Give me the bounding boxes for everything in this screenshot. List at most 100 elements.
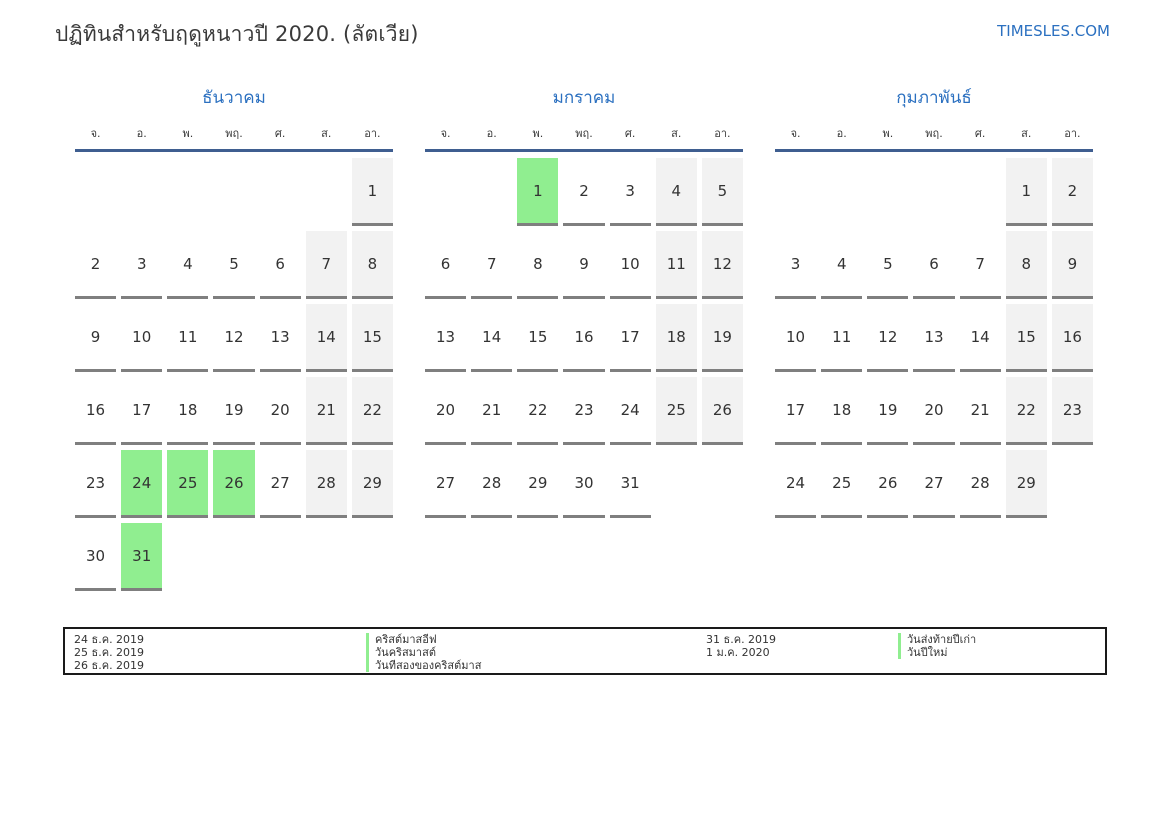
day-cell: 17: [121, 377, 163, 445]
weekday-header: จ. อ. พ. พฤ. ศ. ส. อา.: [775, 124, 1093, 152]
day-cell-empty: [260, 158, 301, 226]
weekday-header: จ. อ. พ. พฤ. ศ. ส. อา.: [75, 124, 393, 152]
day-cell: 4: [821, 231, 863, 299]
day-cell: 21: [959, 377, 1001, 445]
day-cell: 20: [425, 377, 467, 445]
day-cell: 12: [701, 231, 743, 299]
day-cell: 8: [1005, 231, 1047, 299]
weekday-label: จ.: [440, 127, 451, 140]
day-cell: 7: [959, 231, 1001, 299]
day-cell: 16: [1051, 304, 1093, 372]
weekday-label: พฤ.: [925, 127, 943, 140]
legend-holiday-name: วันที่สองของคริสต์มาส: [366, 659, 706, 672]
day-cell: 2: [1051, 158, 1093, 226]
weekday-label: พฤ.: [225, 127, 243, 140]
day-cell: 30: [563, 450, 605, 518]
day-cell: 24: [609, 377, 651, 445]
day-cell: 5: [213, 231, 255, 299]
day-cell: 27: [259, 450, 301, 518]
page-header: ปฏิทินสำหรับฤดูหนาวปี 2020. (ลัตเวีย) TI…: [55, 18, 1110, 51]
day-cell: 13: [425, 304, 467, 372]
day-cell: 22: [1005, 377, 1047, 445]
day-cell: 17: [775, 377, 817, 445]
day-cell: 9: [1051, 231, 1093, 299]
day-cell: 20: [913, 377, 955, 445]
weekday-label: อา.: [364, 127, 381, 140]
month-grid: 1 2 3 4 5 6 7 8 9 10 11 12 13 14 15 16 17 18 19 20 21 22 23 24 2…: [75, 158, 393, 591]
day-cell: 11: [821, 304, 863, 372]
day-cell: 27: [425, 450, 467, 518]
weekday-label: อา.: [714, 127, 731, 140]
day-cell: 29: [1005, 450, 1047, 518]
legend-date: 25 ธ.ค. 2019: [74, 646, 145, 659]
day-cell: 19: [213, 377, 255, 445]
legend-date: 1 ม.ค. 2020: [706, 646, 770, 659]
day-cell: 9: [563, 231, 605, 299]
day-cell-empty: [75, 158, 116, 226]
day-cell-empty: [913, 158, 954, 226]
day-cell: 19: [867, 377, 909, 445]
day-cell-empty: [1052, 450, 1093, 518]
day-cell: 20: [259, 377, 301, 445]
day-cell: 6: [425, 231, 467, 299]
day-cell: 3: [609, 158, 651, 226]
months-container: ธันวาคม จ. อ. พ. พฤ. ศ. ส. อา. 1 2 3 4 5 6 7 8 9 10 11 12…: [75, 84, 1093, 591]
day-cell-empty: [821, 158, 862, 226]
day-cell: 10: [775, 304, 817, 372]
day-cell: 29: [517, 450, 559, 518]
day-cell: 25: [821, 450, 863, 518]
day-cell: 28: [959, 450, 1001, 518]
day-cell: 8: [517, 231, 559, 299]
day-cell: 16: [75, 377, 117, 445]
day-cell: 6: [259, 231, 301, 299]
weekday-label: อ.: [136, 127, 147, 140]
day-cell: 9: [75, 304, 117, 372]
day-cell: 26: [701, 377, 743, 445]
day-cell-empty: [167, 523, 208, 591]
day-cell: 14: [305, 304, 347, 372]
day-cell: 28: [471, 450, 513, 518]
day-cell: 26: [213, 450, 255, 518]
day-cell: 23: [563, 377, 605, 445]
day-cell: 11: [167, 304, 209, 372]
month-title: กุมภาพันธ์: [896, 88, 972, 108]
month-grid: 1 2 3 4 5 6 7 8 9 10 11 12 13 14 15 16 17 18 19 20 21 22 23 24 2…: [425, 158, 743, 518]
legend-holiday-name: [898, 659, 1097, 672]
day-cell: 4: [167, 231, 209, 299]
legend-holiday-name: วันปีใหม่: [898, 646, 1097, 659]
day-cell: 5: [701, 158, 743, 226]
legend-date: [706, 659, 898, 672]
legend-holiday-name: คริสต์มาสอีฟ: [366, 633, 706, 646]
legend-date: 24 ธ.ค. 2019: [74, 633, 145, 646]
weekday-header: จ. อ. พ. พฤ. ศ. ส. อา.: [425, 124, 743, 152]
weekday-label: ส.: [671, 127, 682, 140]
weekday-label: อา.: [1064, 127, 1081, 140]
day-cell: 26: [867, 450, 909, 518]
brand-link[interactable]: TIMESLES.COM: [997, 22, 1110, 40]
weekday-label: พ.: [182, 127, 194, 140]
day-cell: 13: [259, 304, 301, 372]
day-cell: 14: [959, 304, 1001, 372]
day-cell-empty: [121, 158, 162, 226]
weekday-label: พ.: [532, 127, 544, 140]
legend-date: 31 ธ.ค. 2019: [706, 633, 777, 646]
day-cell-empty: [213, 523, 254, 591]
day-cell: 7: [471, 231, 513, 299]
day-cell: 28: [305, 450, 347, 518]
day-cell: 22: [351, 377, 393, 445]
day-cell: 8: [351, 231, 393, 299]
weekday-label: ส.: [321, 127, 332, 140]
day-cell: 24: [775, 450, 817, 518]
legend-box: 24 ธ.ค. 2019 คริสต์มาสอีฟ 31 ธ.ค. 2019 วันส…: [63, 627, 1107, 675]
day-cell: 31: [121, 523, 163, 591]
legend-holiday-name: วันส่งท้ายปีเก่า: [898, 633, 1097, 646]
weekday-label: จ.: [790, 127, 801, 140]
day-cell: 31: [609, 450, 651, 518]
day-cell: 18: [167, 377, 209, 445]
day-cell-empty: [656, 450, 697, 518]
day-cell: 10: [609, 231, 651, 299]
weekday-label: ศ.: [274, 127, 286, 140]
month-title: มกราคม: [552, 88, 616, 108]
legend-date: 26 ธ.ค. 2019: [74, 659, 145, 672]
month-grid: 1 2 3 4 5 6 7 8 9 10 11 12 13 14 15 16 17 18 19 20 21 22 23 24 2…: [775, 158, 1093, 518]
